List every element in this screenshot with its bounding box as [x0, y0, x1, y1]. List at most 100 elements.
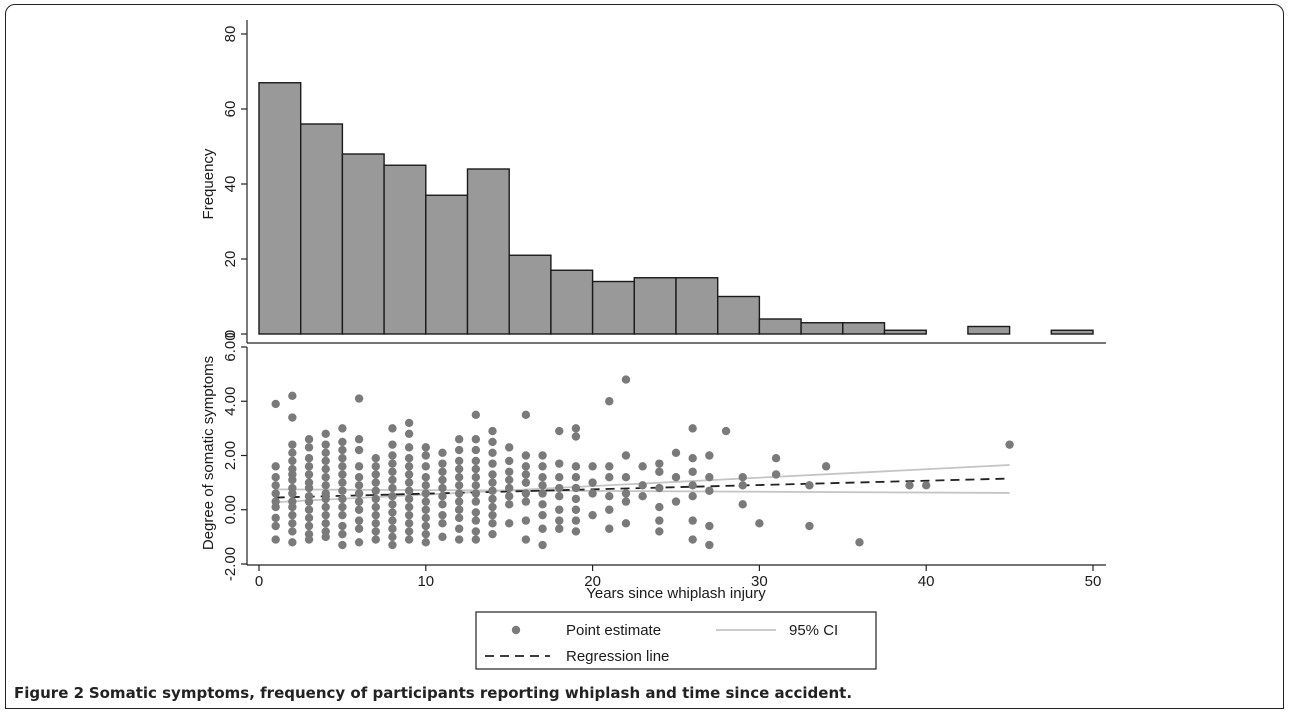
scatter-point: [338, 529, 347, 539]
scatter-point: [288, 527, 297, 536]
scatter-point: [321, 519, 330, 528]
scatter-point: [488, 437, 497, 447]
scatter-point: [521, 497, 531, 506]
scatter-point: [521, 462, 531, 471]
scatter-point: [655, 483, 664, 493]
scatter-point: [655, 502, 664, 512]
histogram-bar: [508, 254, 552, 335]
scatter-point: [271, 513, 280, 523]
histogram-bar: [591, 280, 635, 335]
scatter-point: [421, 451, 430, 460]
scatter-point: [338, 437, 347, 447]
scatter-point: [688, 491, 697, 501]
scatter-point: [371, 462, 380, 471]
histogram-bar: [300, 123, 344, 335]
hist-y-tick-label: 60: [222, 101, 239, 118]
scatter-point: [371, 470, 380, 479]
scatter-point: [271, 462, 280, 471]
scatter-point: [571, 432, 581, 441]
scatter-point: [304, 505, 314, 514]
scatter-point: [555, 491, 564, 501]
histogram-bar: [758, 318, 802, 335]
scatter-point: [421, 538, 430, 547]
hist-y-tick-label: 0: [222, 330, 239, 338]
scatter-point: [404, 462, 414, 471]
scatter-point: [421, 443, 430, 452]
scatter-point: [671, 497, 681, 506]
scatter-point: [421, 462, 430, 471]
scatter-point: [321, 510, 330, 520]
scatter-point: [688, 481, 697, 490]
scatter-y-axis-title: Degree of somatic symptoms: [200, 356, 217, 550]
scatter-point: [338, 502, 347, 512]
scatter-point: [471, 481, 481, 490]
scatter-point: [438, 519, 447, 528]
scatter-point: [471, 464, 481, 474]
scatter-point: [471, 435, 481, 444]
scatter-point: [705, 451, 714, 460]
scatter-point: [454, 497, 464, 506]
scatter-point: [404, 478, 414, 487]
scatter-point: [371, 535, 380, 544]
scatter-point: [321, 448, 330, 457]
scatter-point: [338, 478, 347, 487]
scatter-point: [555, 473, 564, 482]
histogram-bar: [258, 82, 302, 335]
scatter-point: [771, 454, 781, 463]
scatter-point: [321, 464, 330, 474]
scatter-point: [688, 454, 697, 463]
scatter-point: [404, 486, 414, 495]
scatter-point: [371, 478, 380, 487]
scatter-point: [521, 451, 531, 460]
histogram-bar: [341, 153, 385, 335]
scatter-point: [454, 513, 464, 523]
scatter-point: [288, 502, 297, 512]
scatter-point: [404, 510, 414, 520]
figure-caption: Figure 2 Somatic symptoms, frequency of …: [14, 684, 852, 702]
scatter-point: [471, 456, 481, 466]
scatter-point: [438, 483, 447, 493]
scatter-point: [771, 470, 781, 479]
scatter-point: [538, 540, 547, 550]
scatter-point: [304, 454, 314, 463]
scatter-point: [538, 524, 547, 533]
scatter-point: [638, 481, 647, 490]
scatter-point: [338, 510, 347, 520]
scatter-point: [304, 483, 314, 493]
scatter-point: [505, 475, 514, 485]
scatter-point: [538, 481, 547, 490]
scatter-point: [454, 481, 464, 490]
scatter-point: [321, 532, 330, 542]
scatter-point: [354, 516, 364, 525]
histogram-panel: 0 20 40 60 80 Frequency: [200, 20, 1106, 344]
scatter-point: [438, 467, 447, 476]
scatter-point: [288, 489, 297, 498]
scatter-point: [755, 519, 764, 528]
scatter-point: [338, 470, 347, 479]
scatter-point: [505, 456, 514, 466]
scatter-point: [304, 435, 314, 444]
scatter-point: [454, 435, 464, 444]
histogram-bar: [1050, 329, 1094, 335]
figure-frame: [5, 4, 1284, 709]
scatter-point: [421, 521, 430, 531]
scatter-point: [521, 535, 531, 544]
legend: Point estimate 95% CI Regression line: [475, 611, 877, 670]
scatter-point: [321, 429, 330, 438]
histogram-bar: [800, 322, 844, 335]
scatter-point: [321, 494, 330, 504]
scatter-point: [271, 399, 280, 409]
scatter-point: [354, 445, 364, 455]
scatter-point: [304, 521, 314, 531]
scatter-point: [605, 524, 614, 533]
scatter-point: [454, 524, 464, 533]
scatter-point: [338, 462, 347, 471]
scatter-point: [488, 510, 497, 520]
scatter-point: [288, 391, 297, 401]
scatter-point: [505, 467, 514, 476]
scatter-point: [671, 473, 681, 482]
scatter-point: [271, 489, 280, 498]
scatter-point: [388, 467, 397, 476]
scatter-point: [905, 481, 914, 490]
scatter-point: [404, 443, 414, 452]
